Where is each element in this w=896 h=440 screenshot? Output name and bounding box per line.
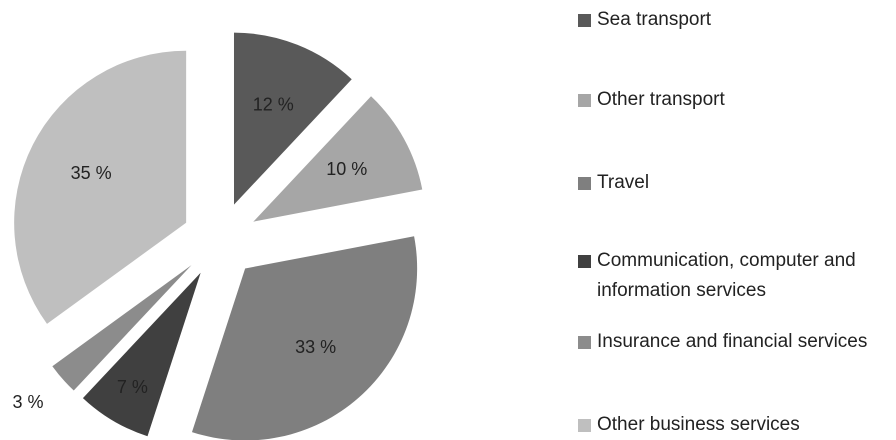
pie-slice bbox=[52, 265, 192, 391]
pie-slice bbox=[14, 50, 187, 324]
legend-item: Communication, computer and information … bbox=[578, 246, 894, 306]
data-label: 10 % bbox=[326, 159, 367, 179]
data-label: 12 % bbox=[253, 94, 294, 114]
legend-item: Insurance and financial services bbox=[578, 327, 894, 357]
legend-item: Sea transport bbox=[578, 5, 894, 35]
legend-item: Other transport bbox=[578, 85, 894, 115]
legend-swatch bbox=[578, 94, 591, 107]
data-label: 7 % bbox=[117, 377, 148, 397]
legend-swatch bbox=[578, 336, 591, 349]
data-label: 35 % bbox=[71, 163, 112, 183]
data-label: 33 % bbox=[295, 337, 336, 357]
legend-item: Other business services bbox=[578, 410, 894, 440]
legend-label: Other business services bbox=[597, 414, 800, 435]
pie-slice bbox=[191, 236, 418, 440]
chart: 12 % 10 % 33 % 7 % 3 % 35 % bbox=[12, 32, 423, 440]
legend-label: Travel bbox=[597, 172, 650, 193]
pie-slice bbox=[253, 96, 423, 222]
legend: Sea transport Other transport Travel Commun… bbox=[578, 0, 894, 440]
legend-swatch bbox=[578, 255, 591, 268]
legend-swatch bbox=[578, 177, 591, 190]
pie-slice bbox=[233, 32, 352, 205]
legend-item: Travel bbox=[578, 168, 894, 198]
legend-swatch bbox=[578, 14, 591, 27]
legend-label: Other transport bbox=[597, 89, 725, 110]
legend-label: Communication, computer and information … bbox=[597, 250, 856, 301]
legend-swatch bbox=[578, 419, 591, 432]
legend-label: Sea transport bbox=[597, 9, 712, 30]
data-label: 3 % bbox=[12, 392, 43, 412]
legend-label: Insurance and financial services bbox=[597, 331, 868, 352]
pie-slice bbox=[82, 272, 201, 437]
